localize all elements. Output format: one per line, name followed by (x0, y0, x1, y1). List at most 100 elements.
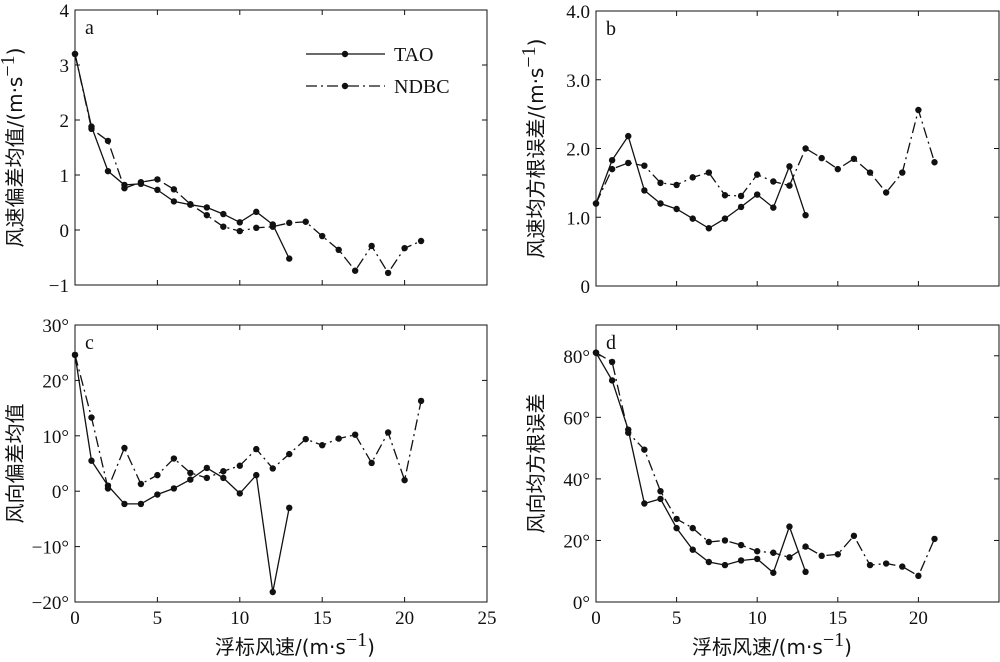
data-point-ndbc (689, 524, 696, 532)
data-point-ndbc (286, 219, 293, 227)
data-point-ndbc (302, 218, 309, 225)
x-tick-label: 15 (313, 608, 332, 629)
data-point-tao (689, 215, 696, 222)
data-point-ndbc (770, 549, 777, 556)
data-point-tao (203, 204, 211, 211)
data-point-ndbc (88, 125, 95, 132)
data-point-ndbc (384, 269, 392, 277)
y-tick-label: 0 (60, 221, 70, 242)
y-tick-label: 40° (563, 470, 590, 491)
x-tick-label: 0 (591, 608, 601, 629)
data-point-ndbc (705, 538, 713, 546)
legend-label-ndbc: NDBC (394, 76, 450, 98)
data-point-ndbc (170, 455, 178, 462)
x-tick-label: 0 (70, 608, 80, 629)
data-point-ndbc (236, 227, 243, 235)
data-point-ndbc (899, 169, 906, 176)
data-point-ndbc (220, 223, 227, 230)
data-point-tao (170, 198, 178, 205)
panel-tag: a (85, 17, 94, 39)
legend-marker (341, 82, 349, 90)
series-line-tao (595, 352, 807, 574)
x-tick-label: 15 (828, 608, 847, 629)
data-point-ndbc (253, 445, 260, 453)
data-point-ndbc (915, 572, 922, 580)
legend-marker (341, 50, 349, 58)
data-point-ndbc (802, 145, 809, 152)
data-point-ndbc (931, 535, 938, 543)
x-tick-label: 10 (748, 608, 767, 629)
data-point-ndbc (121, 185, 128, 192)
data-point-tao (236, 219, 243, 226)
data-point-tao (104, 167, 112, 175)
data-point-ndbc (866, 561, 874, 569)
y-axis-label: 风向偏差均值 (3, 404, 27, 524)
y-tick-label: 2 (60, 111, 70, 132)
data-point-ndbc (368, 242, 375, 250)
data-point-ndbc (705, 169, 713, 176)
data-point-tao (88, 457, 95, 464)
data-point-tao (689, 546, 696, 553)
x-tick-label: 25 (478, 608, 497, 629)
data-point-ndbc (754, 171, 761, 178)
series-line-ndbc (595, 107, 936, 204)
data-point-ndbc (834, 551, 841, 558)
data-point-ndbc (104, 485, 112, 492)
data-point-ndbc (625, 159, 632, 167)
data-point-ndbc (721, 537, 729, 544)
data-point-tao (705, 225, 713, 232)
data-point-ndbc (368, 459, 375, 467)
legend: TAO NDBC (306, 44, 450, 98)
y-tick-label: 0° (573, 593, 590, 614)
data-point-ndbc (269, 223, 276, 230)
data-point-ndbc (899, 563, 906, 570)
y-tick-label: 30° (42, 316, 69, 337)
data-point-tao (154, 186, 161, 194)
data-point-tao (786, 523, 793, 530)
data-point-ndbc (786, 182, 793, 189)
data-point-ndbc (673, 515, 680, 523)
data-point-ndbc (187, 469, 194, 477)
data-point-tao (737, 203, 745, 211)
data-point-ndbc (641, 162, 648, 169)
y-tick-label: 1.0 (566, 208, 590, 229)
data-point-ndbc (641, 446, 648, 453)
data-point-tao (657, 495, 664, 503)
data-point-ndbc (203, 474, 211, 482)
data-point-ndbc (203, 211, 211, 219)
data-point-tao (203, 464, 211, 472)
data-point-ndbc (608, 358, 616, 366)
data-point-tao (641, 500, 648, 507)
data-point-ndbc (269, 465, 276, 472)
y-tick-label: −10° (32, 538, 69, 559)
data-point-tao (220, 210, 227, 218)
y-axis-label: 风向均方根误差 (524, 394, 548, 534)
data-point-tao (754, 191, 761, 198)
y-tick-label: 80° (563, 347, 590, 368)
data-point-ndbc (931, 159, 938, 166)
data-point-ndbc (818, 552, 825, 560)
data-point-tao (220, 474, 227, 482)
data-point-tao (269, 588, 276, 596)
data-point-ndbc (154, 471, 161, 479)
data-point-ndbc (170, 186, 178, 193)
y-tick-label: 0 (581, 277, 591, 298)
data-point-ndbc (302, 435, 309, 443)
data-point-ndbc (71, 351, 79, 359)
data-point-ndbc (737, 541, 745, 549)
data-point-ndbc (592, 349, 600, 356)
data-point-ndbc (657, 179, 664, 187)
data-point-ndbc (335, 246, 342, 253)
legend-label-tao: TAO (394, 44, 434, 66)
data-point-ndbc (417, 397, 425, 405)
data-point-tao (657, 200, 664, 207)
x-tick-label: 20 (909, 608, 928, 629)
data-point-ndbc (850, 155, 858, 163)
data-point-ndbc (401, 244, 408, 252)
data-point-tao (286, 255, 293, 262)
series-line-tao (74, 53, 290, 259)
data-point-ndbc (834, 165, 841, 173)
data-point-tao (721, 215, 729, 222)
data-point-tao (737, 557, 745, 564)
